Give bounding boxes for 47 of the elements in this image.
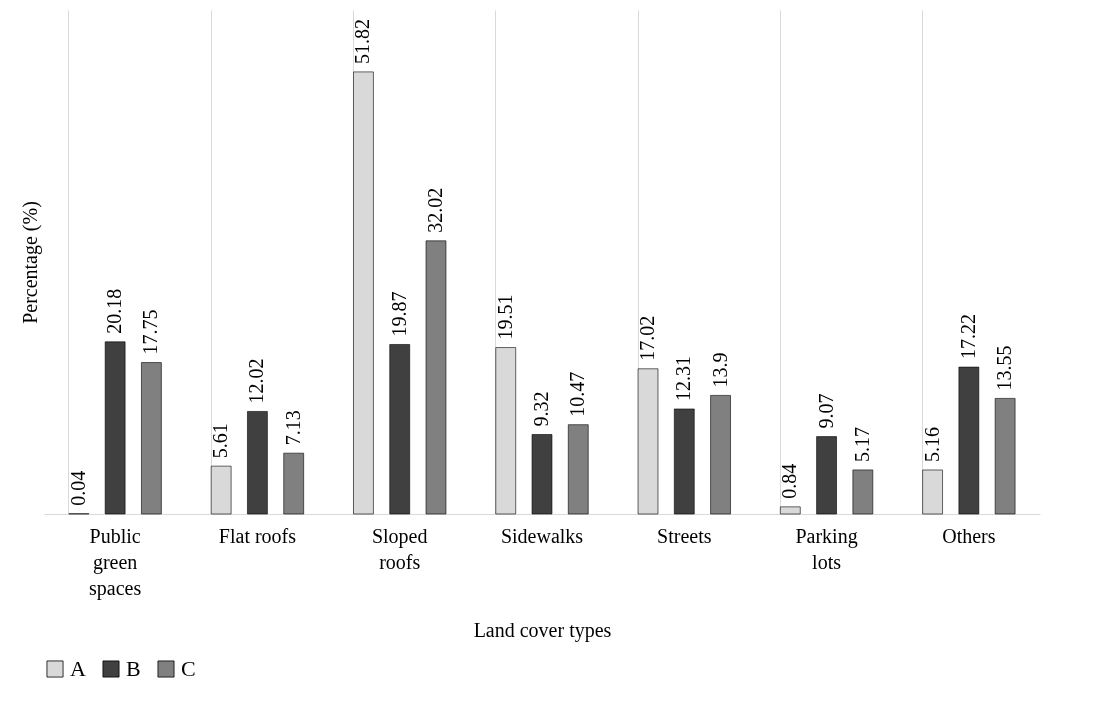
data-label: 5.17	[850, 426, 873, 462]
data-label: 0.04	[66, 470, 89, 506]
bar	[247, 411, 268, 515]
legend-label: A	[70, 656, 86, 681]
data-label: 32.02	[423, 187, 446, 233]
legend-label: C	[181, 656, 196, 681]
x-tick-label: Sidewalks	[500, 524, 584, 547]
bar	[674, 408, 695, 515]
data-label: 13.9	[708, 352, 731, 388]
bar	[531, 434, 553, 515]
data-label: 17.22	[956, 314, 979, 360]
data-label: 10.47	[566, 371, 589, 417]
legend-label: B	[126, 656, 141, 681]
data-label: 5.16	[920, 426, 943, 462]
data-label: 9.32	[530, 391, 552, 427]
x-tick-label: Flat roofs	[218, 524, 297, 547]
data-label: 13.55	[993, 345, 1016, 391]
bar	[816, 436, 837, 515]
data-label: 20.18	[103, 288, 126, 334]
bar	[852, 469, 874, 515]
bar	[710, 395, 731, 515]
data-label: 12.31	[672, 355, 695, 401]
data-label: 51.82	[351, 18, 374, 64]
bar	[104, 341, 126, 515]
data-label: 19.51	[493, 294, 516, 340]
bar	[994, 398, 1016, 515]
data-label: 12.02	[245, 358, 268, 404]
x-tick-label: Streets	[657, 524, 712, 547]
data-label: 7.13	[281, 410, 304, 446]
data-label: 5.61	[209, 423, 232, 459]
bar	[389, 344, 410, 515]
x-tick-label: Parking lots	[795, 524, 858, 573]
y-axis-title: Percentage (%)	[18, 201, 42, 324]
bar	[425, 240, 447, 515]
x-tick-label: Sloped roofs	[371, 524, 428, 573]
data-label: 9.07	[814, 393, 837, 429]
bar	[958, 366, 980, 515]
data-label: 0.84	[778, 463, 801, 499]
x-axis-title: Land cover types	[473, 618, 612, 642]
data-label: 17.75	[139, 309, 162, 355]
bar	[283, 452, 304, 515]
x-tick-label: Others	[942, 524, 996, 547]
data-label: 17.02	[636, 315, 659, 361]
x-tick-label: Public green spaces	[89, 524, 142, 600]
data-label: 19.87	[387, 291, 410, 337]
bar	[141, 362, 162, 515]
bar	[567, 424, 589, 515]
